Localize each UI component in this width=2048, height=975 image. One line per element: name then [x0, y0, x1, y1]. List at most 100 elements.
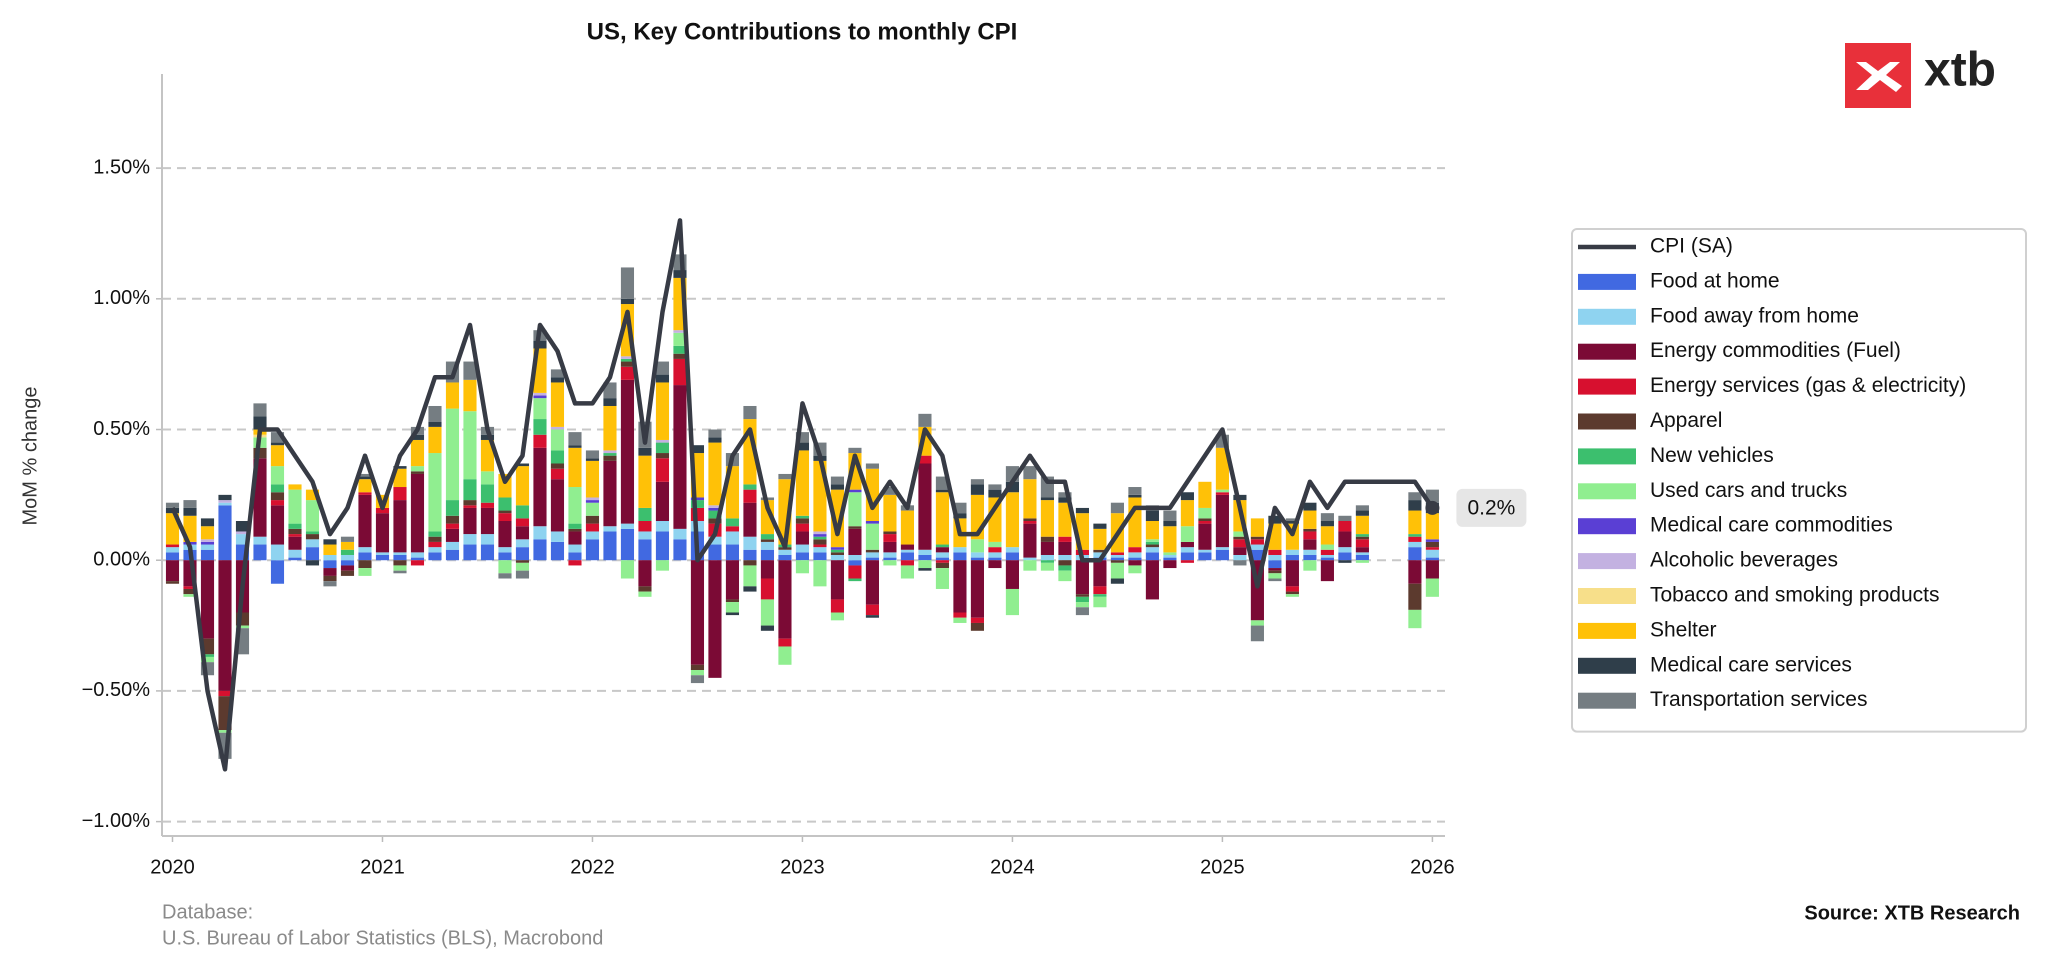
- bar-segment: [428, 421, 442, 427]
- bar-segment: [1285, 549, 1299, 555]
- bar-segment: [813, 534, 827, 537]
- bar-segment: [620, 528, 635, 561]
- bar-segment: [498, 497, 512, 511]
- bar-segment: [1320, 521, 1334, 527]
- bar-segment: [970, 622, 984, 631]
- bar-segment: [1215, 489, 1229, 493]
- bar-segment: [795, 450, 810, 516]
- bar-segment: [1058, 497, 1072, 503]
- bar-segment: [165, 502, 180, 508]
- bar-segment: [410, 471, 425, 474]
- bar-segment: [1408, 500, 1422, 511]
- bar-segment: [428, 531, 442, 537]
- bar-segment: [1110, 578, 1124, 584]
- bar-segment: [253, 416, 267, 430]
- bar-segment: [533, 447, 547, 527]
- bar-segment: [550, 426, 565, 430]
- bar-segment: [1128, 557, 1142, 561]
- bar-segment: [1215, 547, 1229, 550]
- bar-segment: [970, 479, 984, 485]
- bar-segment: [935, 544, 950, 548]
- bar-segment: [795, 544, 810, 553]
- bar-segment: [358, 476, 372, 480]
- bar-segment: [1268, 515, 1282, 524]
- legend-label: Food at home: [1650, 269, 1780, 292]
- bar-segment: [848, 554, 862, 561]
- y-tick-label: −0.50%: [82, 679, 151, 701]
- bar-segment: [638, 447, 652, 456]
- bar-segment: [830, 547, 845, 550]
- bar-segment: [935, 568, 950, 589]
- bar-segment: [200, 560, 215, 639]
- bar-segment: [900, 510, 915, 545]
- bar-segment: [463, 379, 477, 412]
- bar-segment: [480, 544, 495, 561]
- bar-segment: [585, 523, 600, 532]
- bar-segment: [883, 541, 897, 553]
- bar-segment: [1180, 547, 1194, 553]
- bar-segment: [1005, 492, 1019, 548]
- bar-segment: [358, 492, 372, 495]
- bar-segment: [183, 586, 197, 589]
- bar-segment: [1145, 510, 1159, 522]
- source-text: Source: XTB Research: [1804, 902, 2020, 924]
- bar-segment: [655, 442, 670, 454]
- bar-segment: [1355, 505, 1369, 511]
- bar-segment: [1023, 518, 1037, 522]
- bar-segment: [498, 552, 512, 561]
- bar-segment: [848, 447, 862, 454]
- bar-segment: [1250, 544, 1264, 550]
- value-label-box: [1456, 488, 1527, 527]
- bar-segment: [1180, 500, 1194, 527]
- bar-segment: [883, 552, 897, 558]
- bar-segment: [1408, 583, 1422, 610]
- bar-segment: [1250, 539, 1264, 545]
- bar-segment: [1408, 536, 1422, 542]
- bar-segment: [620, 356, 635, 359]
- bar-segment: [743, 405, 757, 420]
- bar-segment: [1163, 521, 1177, 527]
- bar-segment: [1075, 602, 1089, 608]
- bar-segment: [1198, 523, 1212, 550]
- bar-segment: [585, 500, 600, 503]
- bar-segment: [988, 484, 1002, 490]
- bar-segment: [218, 730, 232, 733]
- bar-segment: [760, 578, 775, 600]
- bar-segment: [1215, 447, 1229, 490]
- bar-segment: [410, 473, 425, 553]
- bar-segment: [515, 466, 530, 506]
- bar-segment: [218, 500, 232, 503]
- bar-segment: [183, 507, 197, 516]
- bar-segment: [865, 523, 880, 550]
- bar-segment: [550, 450, 565, 464]
- bar-segment: [848, 526, 862, 529]
- bar-segment: [743, 484, 757, 490]
- bar-segment: [288, 484, 302, 490]
- bar-segment: [760, 549, 775, 561]
- bar-segment: [988, 552, 1002, 558]
- bar-segment: [428, 536, 442, 542]
- bar-segment: [1163, 557, 1177, 561]
- bar-segment: [725, 602, 740, 613]
- bar-segment: [655, 374, 670, 383]
- y-axis-label: MoM % change: [19, 387, 41, 526]
- bar-segment: [1408, 510, 1422, 535]
- bar-segment: [690, 670, 705, 676]
- bar-segment: [1303, 539, 1317, 550]
- bar-segment: [428, 405, 442, 422]
- bar-segment: [1075, 594, 1089, 597]
- bar-segment: [393, 487, 407, 501]
- bar-segment: [1145, 544, 1159, 548]
- bar-segment: [568, 528, 582, 532]
- bar-segment: [1005, 560, 1019, 589]
- bar-segment: [1268, 568, 1282, 571]
- bar-segment: [498, 510, 512, 514]
- bar-segment: [1058, 541, 1072, 555]
- bar-segment: [760, 625, 775, 631]
- bar-segment: [1163, 510, 1177, 522]
- bar-segment: [445, 500, 460, 516]
- bar-segment: [1233, 554, 1247, 561]
- bar-segment: [673, 528, 687, 540]
- bar-segment: [165, 513, 180, 545]
- bar-segment: [725, 560, 740, 600]
